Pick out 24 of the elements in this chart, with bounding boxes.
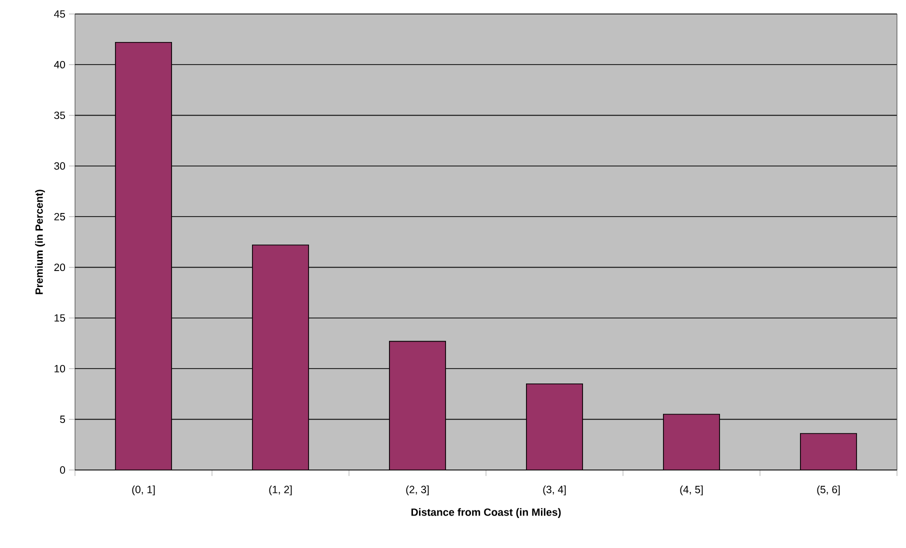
x-tick-label: (0, 1] [132,486,155,496]
bar [115,42,172,470]
y-tick-label: 0 [60,466,66,474]
x-tick-label: (4, 5] [680,486,703,496]
x-tick-label: (2, 3] [406,486,429,496]
x-tick-label: (3, 4] [543,486,566,496]
bar [800,433,857,470]
y-tick-label: 30 [54,162,66,170]
y-tick-label: 40 [54,60,66,68]
y-tick-label: 20 [54,264,66,272]
y-tick-label: 15 [54,314,66,322]
y-axis-title: Premium (in Percent) [35,190,45,294]
y-tick-label: 35 [54,112,66,120]
y-tick-label: 45 [54,10,66,18]
y-tick-label: 5 [60,416,66,423]
bar [663,414,720,470]
bar [252,244,309,470]
x-tick-label: (1, 2] [269,486,292,496]
x-tick-label: (5, 6] [817,486,840,496]
y-tick-label: 25 [54,212,66,220]
y-tick-label: 10 [54,364,66,372]
bar [389,340,446,470]
bar [526,383,583,470]
x-axis-title: Distance from Coast (in Miles) [411,508,561,518]
